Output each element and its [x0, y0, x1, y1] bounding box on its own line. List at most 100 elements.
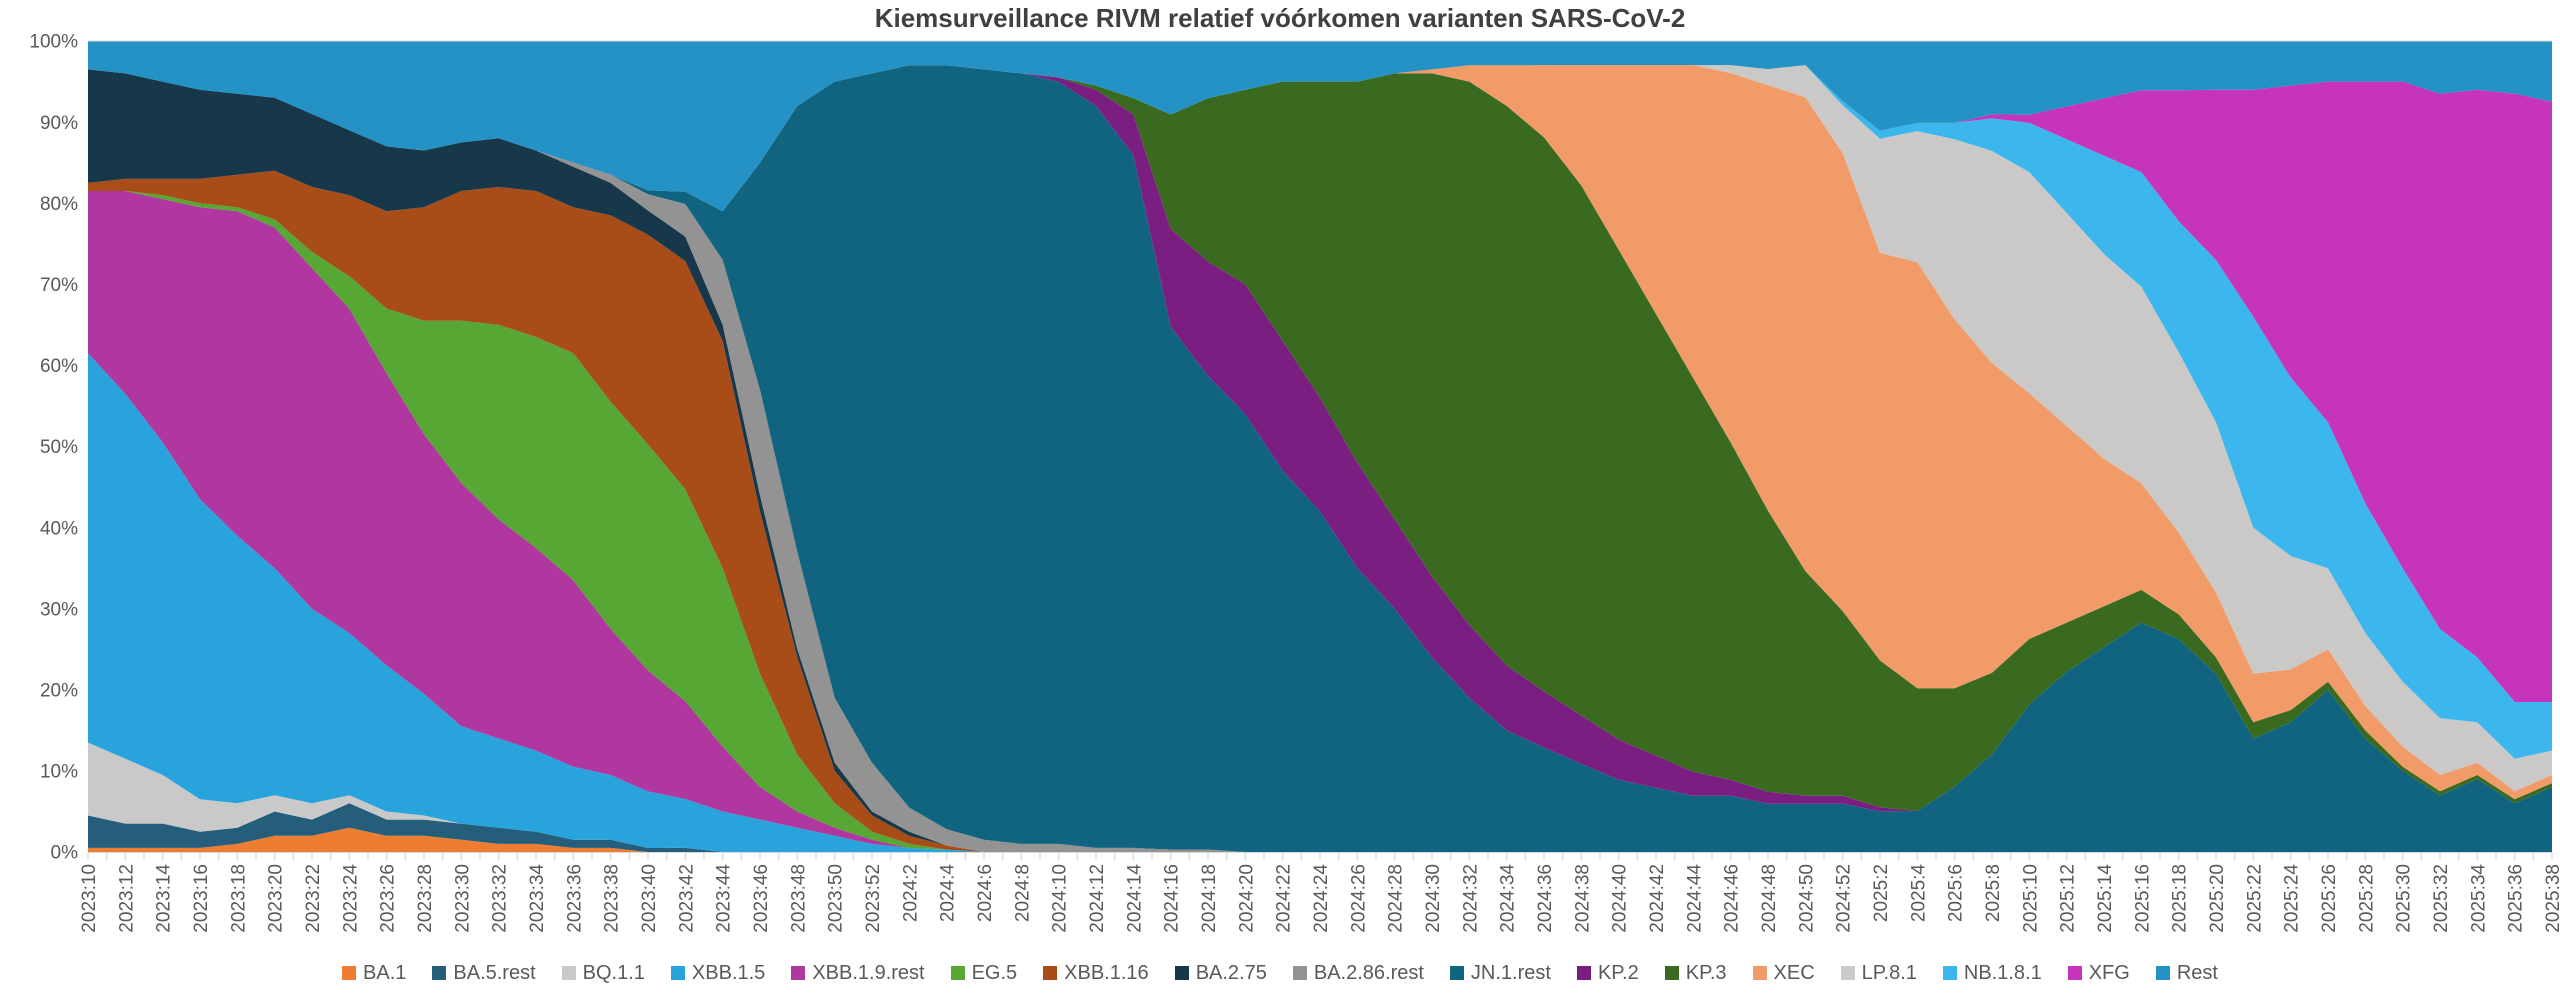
x-axis-label: 2023:28 [415, 864, 436, 933]
x-axis-label: 2025:34 [2468, 864, 2489, 933]
legend-swatch [791, 966, 806, 980]
legend-swatch [950, 966, 965, 980]
legend-item-XBB.1.5: XBB.1.5 [670, 961, 766, 985]
legend-swatch [1043, 966, 1058, 980]
x-axis-label: 2025:10 [2020, 864, 2041, 933]
y-axis-label: 100% [29, 32, 78, 53]
x-axis-label: 2023:36 [564, 864, 585, 933]
legend-item-KP.2: KP.2 [1576, 961, 1639, 985]
y-axis-label: 70% [40, 275, 78, 296]
x-axis-label: 2023:50 [826, 864, 847, 933]
legend-item-LP.8.1: LP.8.1 [1840, 961, 1917, 985]
x-axis-label: 2024:20 [1236, 864, 1257, 933]
x-axis-label: 2024:24 [1311, 864, 1332, 933]
legend-label: XEC [1773, 961, 1815, 984]
x-axis-label: 2024:2 [900, 864, 921, 922]
legend-swatch [1174, 966, 1189, 980]
area-EG.5 [88, 191, 2552, 852]
legend-swatch [342, 966, 357, 980]
legend-label: BA.2.86.rest [1313, 961, 1424, 984]
x-axis-label: 2023:14 [154, 864, 175, 933]
x-axis-label: 2024:12 [1087, 864, 1108, 933]
x-axis-label: 2023:34 [527, 864, 548, 933]
x-axis-label: 2023:22 [303, 864, 324, 933]
x-axis-label: 2023:44 [714, 864, 735, 933]
legend: BA.1 BA.5.rest BQ.1.1 XBB.1.5 XBB.1.9.rest EG… [0, 954, 2560, 992]
area-XFG [88, 65, 2552, 703]
legend-swatch [670, 966, 685, 980]
area-BA.2.86.rest [88, 69, 2552, 852]
legend-item-XEC: XEC [1752, 961, 1815, 985]
legend-label: NB.1.8.1 [1963, 961, 2042, 984]
chart-title: Kiemsurveillance RIVM relatief vóórkomen… [874, 3, 1686, 33]
legend-swatch [432, 966, 447, 980]
legend-item-BA.5.rest: BA.5.rest [432, 962, 536, 985]
legend-label: KP.2 [1597, 961, 1639, 984]
legend-swatch [1449, 966, 1464, 980]
legend-item-XFG: XFG [2067, 961, 2130, 985]
area-LP.8.1 [88, 65, 2552, 792]
legend-swatch [561, 966, 576, 980]
legend-item-NB.1.8.1: NB.1.8.1 [1942, 961, 2042, 985]
legend-swatch [1752, 966, 1767, 980]
legend-label: Rest [2176, 961, 2218, 984]
x-axis-label: 2023:20 [266, 864, 287, 933]
x-axis-label: 2023:18 [228, 864, 249, 933]
x-axis-label: 2025:16 [2132, 864, 2153, 933]
x-axis-label: 2023:40 [639, 864, 660, 933]
x-axis-label: 2023:46 [751, 864, 772, 933]
x-axis-label: 2023:16 [191, 864, 212, 933]
x-axis-label: 2025:4 [1908, 864, 1929, 923]
x-axis-label: 2025:30 [2394, 864, 2415, 933]
x-axis-label: 2023:42 [676, 864, 697, 933]
x-axis-label: 2023:38 [602, 864, 623, 933]
legend-label: BA.2.75 [1195, 961, 1267, 984]
x-axis-label: 2025:6 [1946, 864, 1967, 922]
legend-label: XBB.1.5 [691, 961, 766, 984]
x-axis-label: 2025:8 [1983, 864, 2004, 922]
y-axis-label: 0% [51, 843, 79, 864]
x-axis-label: 2025:22 [2244, 864, 2265, 933]
x-axis-label: 2024:14 [1124, 864, 1145, 933]
legend-item-Rest: Rest [2155, 961, 2218, 985]
legend-label: KP.3 [1685, 961, 1727, 984]
x-axis-label: 2023:30 [452, 864, 473, 933]
legend-swatch [1292, 966, 1307, 980]
legend-item-BA.2.75: BA.2.75 [1174, 961, 1267, 985]
x-axis-label: 2024:10 [1050, 864, 1071, 933]
x-axis-label: 2024:18 [1199, 864, 1220, 933]
legend-swatch [1840, 966, 1855, 980]
legend-item-XBB.1.9.rest: XBB.1.9.rest [791, 962, 925, 985]
x-axis-label: 2025:26 [2319, 864, 2340, 933]
x-axis-label: 2023:10 [79, 864, 100, 933]
x-axis-label: 2024:52 [1834, 864, 1855, 933]
y-axis-label: 10% [40, 762, 78, 783]
legend-label: LP.8.1 [1861, 961, 1917, 984]
area-KP.3 [88, 65, 2552, 811]
x-axis-label: 2024:34 [1498, 864, 1519, 933]
x-axis-label: 2024:36 [1535, 864, 1556, 933]
x-axis-label: 2025:24 [2282, 864, 2303, 933]
area-KP.2 [88, 65, 2552, 812]
legend-label: BQ.1.1 [582, 961, 645, 984]
x-axis-label: 2024:40 [1610, 864, 1631, 933]
y-axis-label: 50% [40, 437, 78, 458]
x-axis-label: 2023:24 [340, 864, 361, 933]
legend-label: XBB.1.16 [1064, 961, 1149, 984]
x-axis-label: 2025:32 [2431, 864, 2452, 933]
area-JN.1.rest [88, 65, 2552, 852]
x-axis-label: 2024:22 [1274, 864, 1295, 933]
area-XEC [88, 65, 2552, 800]
legend-item-KP.3: KP.3 [1664, 961, 1727, 985]
x-axis-label: 2025:18 [2170, 864, 2191, 933]
legend-swatch [2067, 966, 2082, 980]
x-axis-label: 2024:6 [975, 864, 996, 922]
area-BA.2.75 [88, 69, 2552, 852]
x-axis-label: 2024:4 [938, 864, 959, 923]
x-axis-label: 2024:28 [1386, 864, 1407, 933]
legend-item-JN.1.rest: JN.1.rest [1449, 962, 1551, 985]
legend-label: XFG [2088, 961, 2130, 984]
y-axis-label: 60% [40, 356, 78, 377]
